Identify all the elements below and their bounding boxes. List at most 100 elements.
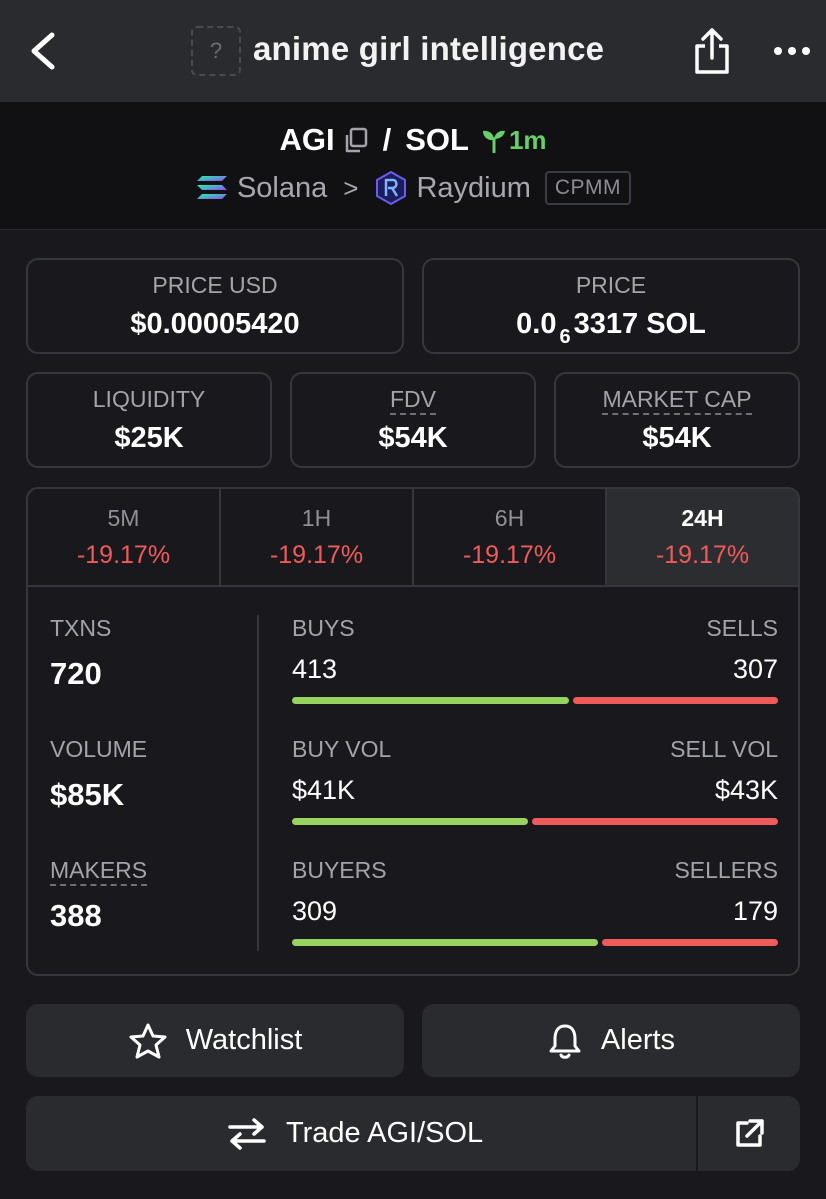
price-digits: 3317 SOL [573, 308, 706, 340]
fdv-value: $54K [378, 422, 448, 454]
back-arrow-icon[interactable] [24, 30, 64, 72]
stats-panel: 5M -19.17% 1H -19.17% 6H -19.17% 24H -19… [26, 487, 800, 976]
buy-vol-value: $41K [292, 775, 356, 805]
chain-name[interactable]: Solana [236, 171, 328, 204]
star-icon [129, 1023, 167, 1058]
tab-change: -19.17% [269, 541, 364, 569]
tab-label: 6H [494, 505, 525, 531]
buyers-value: 309 [292, 896, 338, 926]
sell-vol-value: $43K [714, 775, 778, 805]
buyers-sellers-bar [292, 939, 778, 946]
watchlist-label: Watchlist [185, 1024, 303, 1056]
tab-1h[interactable]: 1H -19.17% [221, 489, 414, 585]
buy-vol-label: BUY VOL [292, 736, 392, 762]
trade-button[interactable]: Trade AGI/SOL [26, 1096, 800, 1171]
price-usd-card: PRICE USD $0.00005420 [26, 258, 404, 354]
fdv-card[interactable]: FDV $54K [290, 372, 536, 468]
top-bar: ? anime girl intelligence [0, 0, 826, 102]
price-native-label: PRICE [575, 272, 647, 298]
alerts-label: Alerts [600, 1024, 676, 1056]
sellers-bar-fill [601, 939, 778, 946]
alerts-button[interactable]: Alerts [422, 1004, 800, 1077]
txns-label: TXNS [50, 615, 112, 641]
buy-sell-volume-row: BUY VOL SELL VOL $41K $43K [292, 736, 778, 825]
external-link-icon [736, 1118, 764, 1147]
makers-value: 388 [50, 898, 102, 933]
market-cap-value: $54K [642, 422, 712, 454]
volume-metric: VOLUME $85K [50, 736, 147, 813]
tab-change: -19.17% [462, 541, 557, 569]
market-cap-label-text: MARKET CAP [602, 386, 752, 415]
price-zero-count: 6 [559, 326, 571, 348]
pair-age: 1m [481, 125, 547, 156]
volume-label: VOLUME [50, 736, 148, 762]
tab-24h[interactable]: 24H -19.17% [607, 489, 798, 585]
sellers-value: 179 [732, 896, 778, 926]
base-token-symbol: AGI [279, 122, 335, 157]
market-cap-label: MARKET CAP [556, 386, 798, 415]
sell-vol-bar-fill [532, 818, 778, 825]
pair-line: AGI / SOL 1m [0, 122, 826, 158]
pair-separator: / [382, 122, 392, 157]
buyers-sellers-row: BUYERS SELLERS 309 179 [292, 857, 778, 946]
sells-label: SELLS [706, 615, 778, 641]
buys-value: 413 [292, 654, 338, 684]
timeframe-tabs: 5M -19.17% 1H -19.17% 6H -19.17% 24H -19… [28, 489, 798, 587]
column-divider [257, 615, 259, 951]
tab-6h[interactable]: 6H -19.17% [414, 489, 607, 585]
sell-vol-label: SELL VOL [670, 736, 778, 762]
pool-type-badge: CPMM [544, 171, 632, 205]
tab-change: -19.17% [655, 541, 750, 569]
watchlist-button[interactable]: Watchlist [26, 1004, 404, 1077]
buys-sells-bar [292, 697, 778, 704]
tab-label: 1H [301, 505, 332, 531]
sells-value: 307 [732, 654, 778, 684]
token-image-placeholder: ? [191, 26, 241, 76]
buys-sells-row: BUYS SELLS 413 307 [292, 615, 778, 704]
tab-change: -19.17% [76, 541, 171, 569]
fdv-label: FDV [292, 386, 534, 415]
buyers-label: BUYERS [292, 857, 387, 883]
fdv-label-text: FDV [390, 386, 436, 415]
pair-header: AGI / SOL 1m Sol [0, 102, 826, 230]
copy-address-icon[interactable] [343, 127, 369, 153]
price-native-value: 0.0 6 3317 SOL [424, 308, 798, 348]
external-trade-button[interactable] [696, 1096, 800, 1171]
more-options-icon[interactable] [772, 36, 812, 66]
token-name-title: anime girl intelligence [253, 30, 605, 67]
dex-name[interactable]: Raydium [416, 171, 531, 204]
txns-value: 720 [50, 656, 102, 691]
tab-label: 24H [681, 505, 724, 531]
makers-label-text: MAKERS [50, 857, 148, 886]
solana-logo-icon [196, 176, 227, 199]
tab-label: 5M [107, 505, 140, 531]
buy-vol-bar-fill [292, 818, 529, 825]
share-icon[interactable] [692, 26, 732, 76]
buy-sell-volume-bar [292, 818, 778, 825]
price-usd-value: $0.00005420 [130, 308, 300, 340]
sells-bar-fill [572, 697, 778, 704]
txns-metric: TXNS 720 [50, 615, 111, 692]
swap-arrows-icon [228, 1117, 266, 1150]
bell-icon [549, 1024, 581, 1059]
chevron-right-icon: > [343, 172, 359, 203]
buys-bar-fill [292, 697, 569, 704]
tab-5m[interactable]: 5M -19.17% [28, 489, 221, 585]
liquidity-label: LIQUIDITY [92, 386, 206, 412]
makers-metric[interactable]: MAKERS 388 [50, 857, 148, 934]
price-native-card: PRICE 0.0 6 3317 SOL [422, 258, 800, 354]
makers-label: MAKERS [50, 857, 148, 886]
volume-value: $85K [50, 777, 125, 812]
price-usd-label: PRICE USD [152, 272, 278, 298]
raydium-logo-icon [376, 170, 407, 206]
trade-label: Trade AGI/SOL [286, 1117, 484, 1149]
price-prefix: 0.0 [516, 308, 557, 340]
market-cap-card[interactable]: MARKET CAP $54K [554, 372, 800, 468]
sellers-label: SELLERS [674, 857, 778, 883]
chain-dex-line: Solana > Raydium CPMM [0, 170, 826, 206]
buyers-bar-fill [292, 939, 598, 946]
buys-label: BUYS [292, 615, 355, 641]
liquidity-value: $25K [114, 422, 184, 454]
pair-age-value: 1m [508, 124, 547, 155]
liquidity-card: LIQUIDITY $25K [26, 372, 272, 468]
